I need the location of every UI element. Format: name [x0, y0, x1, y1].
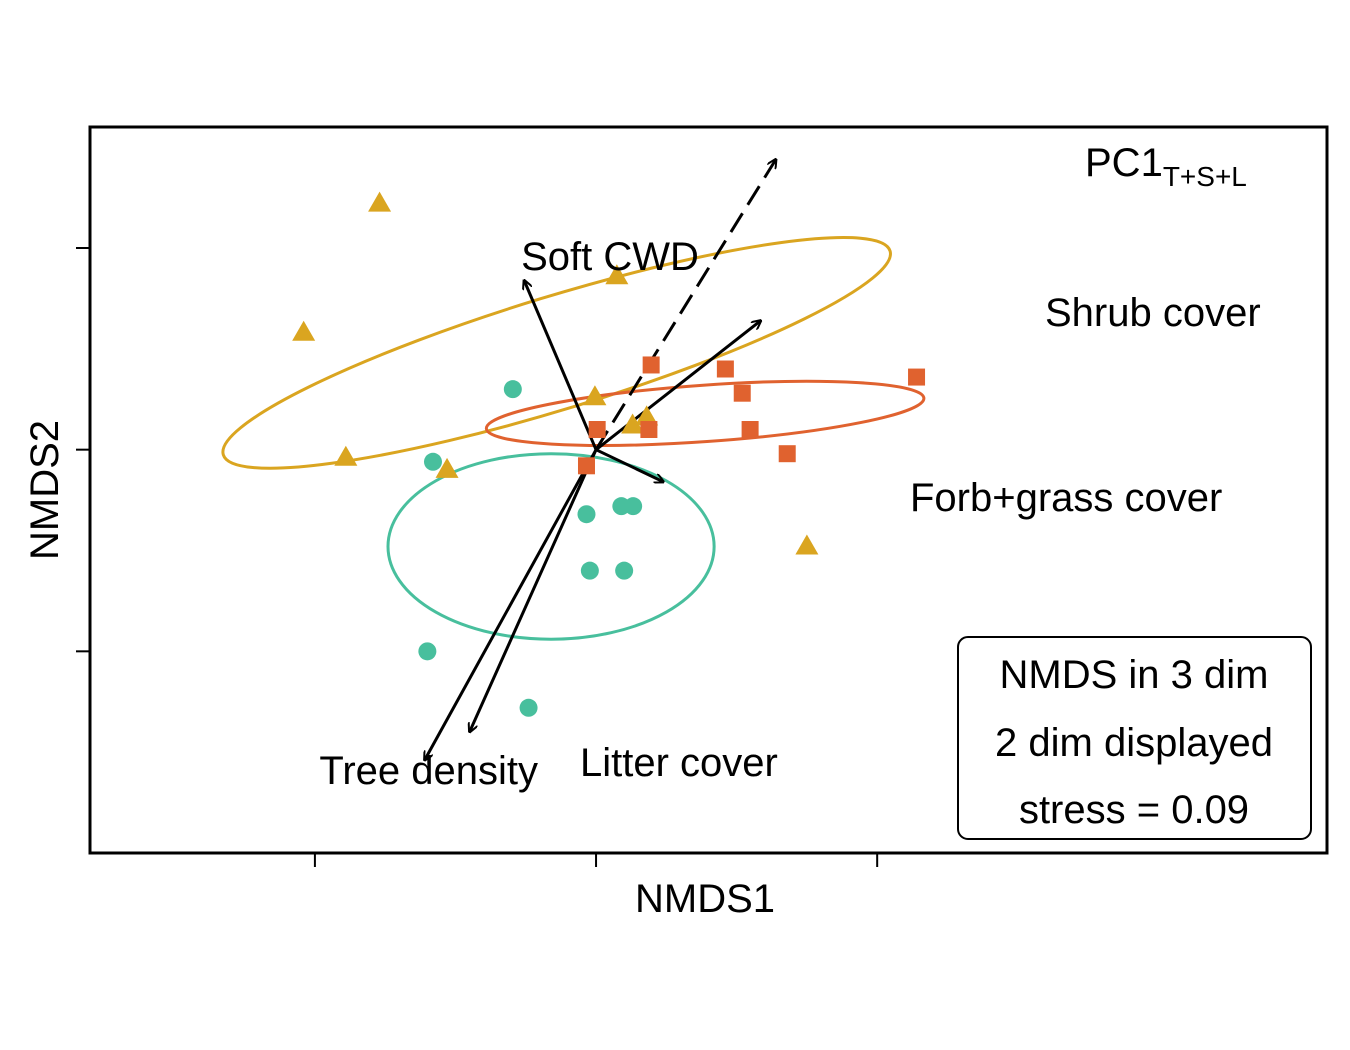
vector-arrow-3	[425, 448, 598, 761]
vector-label-shrub-cover: Shrub cover	[1045, 291, 1261, 335]
point-square-2	[577, 457, 595, 475]
point-circle-2	[577, 505, 596, 524]
point-triangle-1	[292, 320, 316, 341]
point-triangle-6	[621, 413, 645, 434]
point-square-0	[642, 356, 660, 374]
point-circle-7	[418, 642, 437, 661]
vector-label-soft-cwd: Soft CWD	[521, 235, 699, 279]
pc1-main: PC1	[1085, 141, 1163, 185]
annotation-line-3: stress = 0.09	[1019, 788, 1249, 832]
point-circle-4	[624, 497, 643, 516]
point-square-8	[908, 368, 926, 386]
point-square-1	[588, 421, 606, 438]
site-points	[292, 191, 926, 717]
vector-label-pc1: PC1T+S+L	[1085, 141, 1247, 192]
ellipse-0	[221, 236, 892, 470]
point-triangle-2	[334, 445, 358, 466]
point-square-6	[741, 421, 759, 438]
point-square-5	[733, 384, 751, 402]
group-ellipses	[221, 236, 926, 641]
point-triangle-4	[605, 264, 629, 285]
env-vectors	[425, 159, 776, 760]
vector-label-litter-cover: Litter cover	[580, 741, 778, 785]
ellipse-1	[386, 452, 716, 641]
stress-annotation-box	[957, 636, 1312, 840]
point-triangle-3	[435, 457, 459, 478]
annotation-line-1: NMDS in 3 dim	[1000, 653, 1269, 697]
pc1-subscript: T+S+L	[1163, 161, 1247, 192]
point-triangle-0	[368, 191, 392, 212]
axis-ticks	[76, 247, 879, 867]
vector-label-tree-density: Tree density	[319, 749, 538, 793]
vector-arrow-0	[524, 280, 598, 451]
point-circle-5	[580, 561, 599, 580]
point-square-4	[716, 360, 734, 378]
vector-arrow-1	[595, 321, 761, 451]
vector-label-forb-grass-cover: Forb+grass cover	[910, 476, 1222, 520]
ellipse-2	[484, 379, 926, 447]
point-circle-8	[519, 698, 538, 717]
point-triangle-7	[635, 405, 659, 426]
vector-arrow-5	[594, 159, 776, 451]
point-triangle-8	[795, 534, 819, 555]
point-square-7	[778, 445, 796, 463]
annotation-line-2: 2 dim displayed	[995, 721, 1273, 765]
point-circle-0	[503, 380, 522, 399]
point-triangle-5	[583, 385, 607, 406]
y-axis-label: NMDS2	[23, 420, 67, 560]
point-circle-6	[615, 561, 634, 580]
point-square-3	[640, 421, 658, 438]
x-axis-label: NMDS1	[635, 877, 775, 921]
plot-frame	[88, 125, 1329, 855]
vector-arrow-4	[470, 449, 598, 732]
point-circle-1	[423, 452, 442, 471]
vector-arrow-2	[595, 448, 663, 482]
